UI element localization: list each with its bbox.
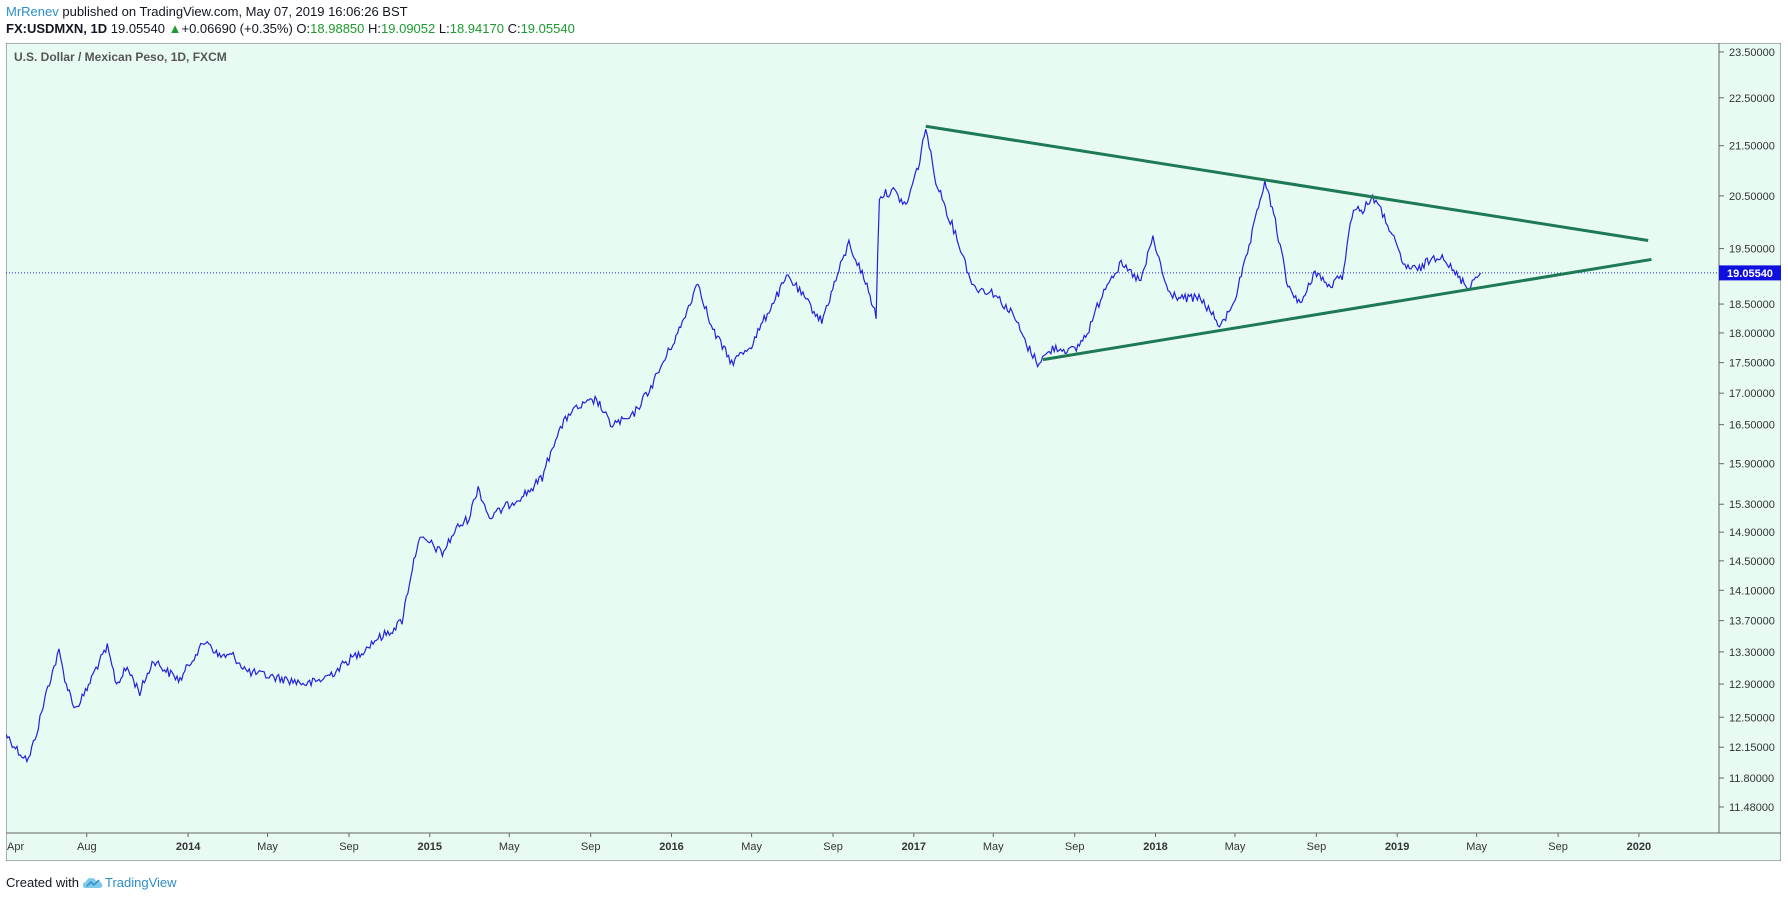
- y-tick-label: 14.10000: [1729, 585, 1775, 597]
- close-label: C:: [507, 21, 521, 36]
- y-tick-label: 13.30000: [1729, 647, 1775, 659]
- x-tick-label: Sep: [1307, 841, 1327, 853]
- plot-area[interactable]: [6, 43, 1720, 861]
- triangle-up-icon: ▲: [168, 21, 182, 36]
- x-tick-label: May: [983, 841, 1004, 853]
- x-tick-label: May: [499, 841, 520, 853]
- open-label: O:: [296, 21, 311, 36]
- x-tick-label: Sep: [1065, 841, 1085, 853]
- low-label: L:: [438, 21, 450, 36]
- y-tick-label: 18.50000: [1729, 299, 1775, 311]
- y-tick-label: 22.50000: [1729, 93, 1775, 105]
- last-price-badge-label: 19.05540: [1727, 268, 1773, 280]
- x-tick-label: Apr: [7, 841, 24, 853]
- x-tick-label: Aug: [77, 841, 97, 853]
- y-tick-label: 15.30000: [1729, 499, 1775, 511]
- y-tick-label: 12.90000: [1729, 679, 1775, 691]
- x-tick-label: Sep: [1548, 841, 1568, 853]
- x-tick-label: Sep: [339, 841, 359, 853]
- tradingview-link[interactable]: TradingView: [82, 875, 177, 890]
- time-axis[interactable]: [6, 832, 1781, 861]
- x-tick-label: 2017: [902, 841, 926, 853]
- published-text: published on TradingView.com, May 07, 20…: [58, 4, 408, 19]
- y-tick-label: 11.80000: [1729, 773, 1774, 785]
- x-tick-label: 2018: [1143, 841, 1167, 853]
- y-tick-label: 16.50000: [1729, 420, 1775, 432]
- open-value: 18.98850: [310, 21, 365, 36]
- last-price: 19.05540: [110, 21, 165, 36]
- symbol-label: FX:USDMXN, 1D: [6, 21, 108, 36]
- price-series-line: [6, 129, 1482, 764]
- y-tick-label: 11.48000: [1729, 802, 1774, 814]
- x-tick-label: 2016: [659, 841, 683, 853]
- x-tick-label: Sep: [581, 841, 601, 853]
- tradingview-cloud-icon: [82, 877, 103, 888]
- lower-trendline[interactable]: [1042, 257, 1652, 362]
- author-link[interactable]: MrRenev: [6, 4, 59, 19]
- x-tick-label: 2015: [418, 841, 442, 853]
- x-tick-label: May: [1466, 841, 1487, 853]
- x-tick-label: 2014: [176, 841, 201, 853]
- publish-info: MrRenev published on TradingView.com, Ma…: [6, 4, 408, 19]
- y-tick-label: 17.00000: [1729, 388, 1775, 400]
- y-tick-label: 12.15000: [1729, 742, 1775, 754]
- y-tick-label: 12.50000: [1729, 712, 1775, 724]
- high-value: 19.09052: [381, 21, 436, 36]
- y-tick-label: 13.70000: [1729, 616, 1775, 628]
- high-label: H:: [368, 21, 382, 36]
- footer: Created with TradingView: [6, 875, 177, 890]
- y-tick-label: 21.50000: [1729, 141, 1775, 153]
- close-value: 19.05540: [520, 21, 575, 36]
- ohlc-bar: FX:USDMXN, 1D 19.05540 ▲+0.06690 (+0.35%…: [6, 21, 575, 36]
- change-value: +0.06690 (+0.35%): [181, 21, 293, 36]
- price-axis[interactable]: [1718, 43, 1781, 861]
- x-tick-label: May: [1225, 841, 1246, 853]
- tradingview-brand: TradingView: [104, 875, 177, 890]
- y-tick-label: 19.50000: [1729, 244, 1775, 256]
- y-tick-label: 23.50000: [1729, 47, 1775, 59]
- x-tick-label: Sep: [823, 841, 843, 853]
- last-price-badge: 19.05540: [1719, 265, 1781, 281]
- upper-trendline[interactable]: [925, 124, 1649, 242]
- x-tick-label: 2019: [1385, 841, 1409, 853]
- x-tick-label: May: [741, 841, 762, 853]
- y-tick-label: 18.00000: [1729, 328, 1775, 340]
- created-with-text: Created with: [6, 875, 79, 890]
- x-axis-ticks: Apr Aug 2014 May Sep 2015 May Sep 2016 May Sep 2017…: [6, 833, 1651, 853]
- x-tick-label: May: [257, 841, 278, 853]
- y-tick-label: 15.90000: [1729, 459, 1775, 471]
- y-tick-label: 14.50000: [1729, 556, 1775, 568]
- price-chart[interactable]: 23.50000 22.50000 21.50000 20.50000 19.50000…: [6, 43, 1781, 861]
- trendlines: [925, 124, 1652, 362]
- y-tick-label: 20.50000: [1729, 191, 1775, 203]
- y-tick-label: 14.90000: [1729, 527, 1775, 539]
- y-tick-label: 17.50000: [1729, 358, 1775, 370]
- chart-title: U.S. Dollar / Mexican Peso, 1D, FXCM: [14, 50, 227, 64]
- low-value: 18.94170: [449, 21, 504, 36]
- x-tick-label: 2020: [1627, 841, 1651, 853]
- y-axis-ticks: 23.50000 22.50000 21.50000 20.50000 19.50000…: [1719, 47, 1775, 814]
